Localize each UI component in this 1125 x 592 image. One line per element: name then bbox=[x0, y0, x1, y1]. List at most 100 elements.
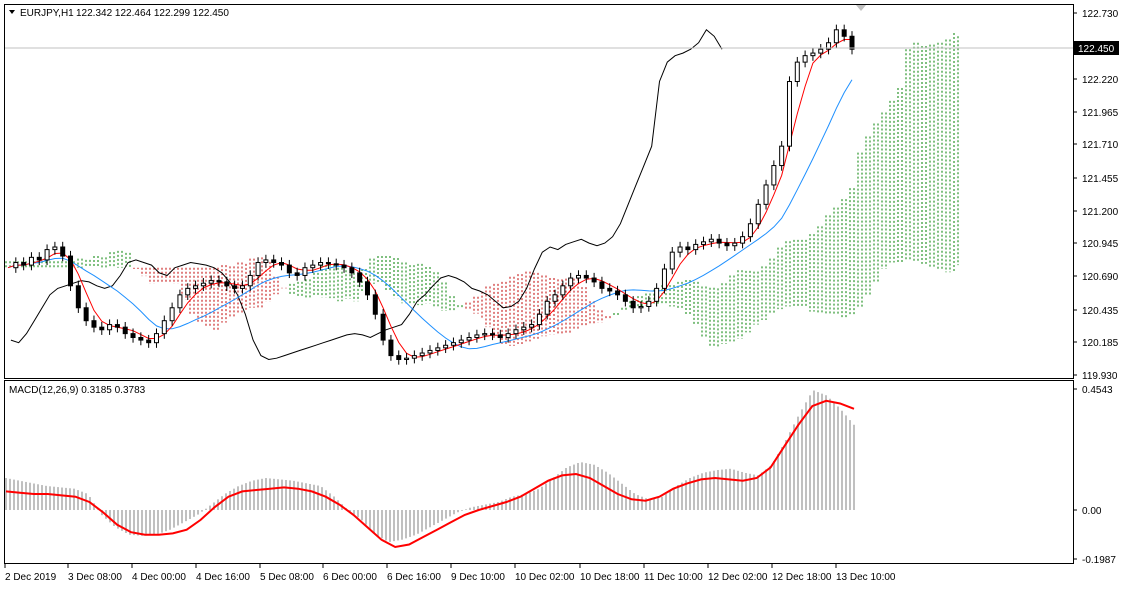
price-tick-label: 120.945 bbox=[1082, 239, 1119, 250]
candle-body bbox=[271, 259, 277, 264]
candle-body bbox=[575, 274, 581, 279]
candle-body bbox=[419, 352, 425, 357]
candle-body bbox=[615, 290, 621, 296]
time-tick-label: 12 Dec 02:00 bbox=[708, 572, 768, 583]
candle-body bbox=[208, 280, 214, 284]
candle-body bbox=[474, 334, 480, 339]
price-axis: 122.730 122.220 121.965 121.710 121.455 121.2… bbox=[1073, 9, 1119, 382]
candle-body bbox=[146, 339, 152, 344]
kijun-sen-line bbox=[7, 79, 853, 350]
symbol-dropdown-icon[interactable] bbox=[9, 10, 15, 14]
candle-body bbox=[52, 246, 58, 251]
candle-body bbox=[786, 81, 792, 147]
candle-body bbox=[630, 300, 636, 309]
candle-body bbox=[482, 333, 488, 336]
candle-body bbox=[68, 255, 74, 287]
candle-body bbox=[685, 246, 691, 251]
price-tick-label: 121.200 bbox=[1082, 207, 1119, 218]
chikou-path bbox=[10, 29, 723, 361]
candle-body bbox=[755, 203, 761, 225]
candle-body bbox=[177, 294, 183, 309]
macd-tick-label: -0.1987 bbox=[1082, 555, 1116, 566]
macd-tick-label: 0.4543 bbox=[1082, 385, 1113, 396]
candle-body bbox=[372, 294, 378, 315]
candle-body bbox=[536, 313, 542, 326]
candle-body bbox=[279, 262, 285, 266]
time-tick-label: 10 Dec 18:00 bbox=[580, 572, 640, 583]
candle-body bbox=[302, 267, 308, 276]
candle-body bbox=[247, 274, 253, 287]
candle-body bbox=[693, 243, 699, 251]
candle-body bbox=[810, 52, 816, 57]
candle-body bbox=[591, 277, 597, 283]
candle-body bbox=[325, 262, 331, 265]
time-tick-label: 2 Dec 2019 bbox=[5, 572, 57, 583]
candle-body bbox=[396, 355, 402, 360]
price-tick-label: 121.965 bbox=[1082, 108, 1119, 119]
macd-panel[interactable] bbox=[4, 380, 1074, 564]
candle-body bbox=[740, 236, 746, 244]
candle-body bbox=[36, 256, 42, 261]
candle-body bbox=[661, 268, 667, 289]
candle-body bbox=[185, 287, 191, 296]
candle-body bbox=[826, 42, 832, 50]
candlesticks bbox=[13, 24, 855, 365]
candle-body bbox=[505, 333, 511, 339]
candle-body bbox=[716, 238, 722, 244]
macd-signal-path bbox=[5, 399, 855, 549]
candle-body bbox=[239, 285, 245, 289]
candle-body bbox=[435, 347, 441, 351]
candle-body bbox=[849, 35, 855, 50]
candle-body bbox=[341, 264, 347, 269]
candle-body bbox=[779, 145, 785, 167]
price-tick-label: 119.930 bbox=[1082, 371, 1118, 382]
candle-body bbox=[458, 339, 464, 344]
candle-body bbox=[747, 223, 753, 238]
candle-body bbox=[841, 29, 847, 37]
candle-body bbox=[513, 329, 519, 335]
candle-body bbox=[200, 282, 206, 287]
candle-body bbox=[122, 326, 128, 335]
time-tick-label: 12 Dec 18:00 bbox=[772, 572, 832, 583]
candle-body bbox=[443, 344, 449, 349]
macd-tick-label: 0.00 bbox=[1082, 506, 1102, 517]
candle-body bbox=[286, 264, 292, 274]
candle-body bbox=[794, 61, 800, 83]
candle-body bbox=[75, 285, 81, 309]
candle-body bbox=[552, 294, 558, 302]
candle-body bbox=[333, 263, 339, 266]
candle-body bbox=[294, 272, 300, 276]
candle-body bbox=[21, 262, 27, 266]
macd-axis: 0.4543 0.00 -0.1987 bbox=[1073, 385, 1116, 566]
candle-body bbox=[13, 262, 19, 269]
candle-body bbox=[44, 249, 50, 261]
current-price-text: 122.450 bbox=[1078, 44, 1115, 55]
candle-body bbox=[599, 281, 605, 289]
candle-body bbox=[732, 242, 738, 247]
candle-body bbox=[646, 300, 652, 307]
candle-body bbox=[318, 262, 324, 266]
time-tick-label: 4 Dec 00:00 bbox=[132, 572, 186, 583]
candle-body bbox=[411, 355, 417, 359]
candle-body bbox=[114, 324, 120, 328]
candle-body bbox=[568, 277, 574, 287]
candle-body bbox=[607, 287, 613, 292]
candle-body bbox=[654, 287, 660, 302]
candle-body bbox=[364, 281, 370, 296]
chart-shift-marker[interactable] bbox=[856, 5, 866, 11]
price-tick-label: 121.455 bbox=[1082, 174, 1119, 185]
candle-body bbox=[701, 241, 707, 245]
candle-body bbox=[83, 307, 89, 322]
time-tick-label: 10 Dec 02:00 bbox=[515, 572, 575, 583]
current-price-tag bbox=[1074, 41, 1119, 55]
candle-body bbox=[193, 285, 199, 289]
candle-body bbox=[224, 281, 230, 287]
time-tick-label: 6 Dec 00:00 bbox=[323, 572, 377, 583]
candle-body bbox=[357, 272, 363, 283]
time-tick-label: 11 Dec 10:00 bbox=[644, 572, 703, 583]
candle-body bbox=[763, 184, 769, 205]
ohlc-values: 122.342 122.464 122.299 122.450 bbox=[76, 8, 229, 19]
time-tick-label: 9 Dec 10:00 bbox=[451, 572, 505, 583]
candle-body bbox=[232, 285, 238, 289]
